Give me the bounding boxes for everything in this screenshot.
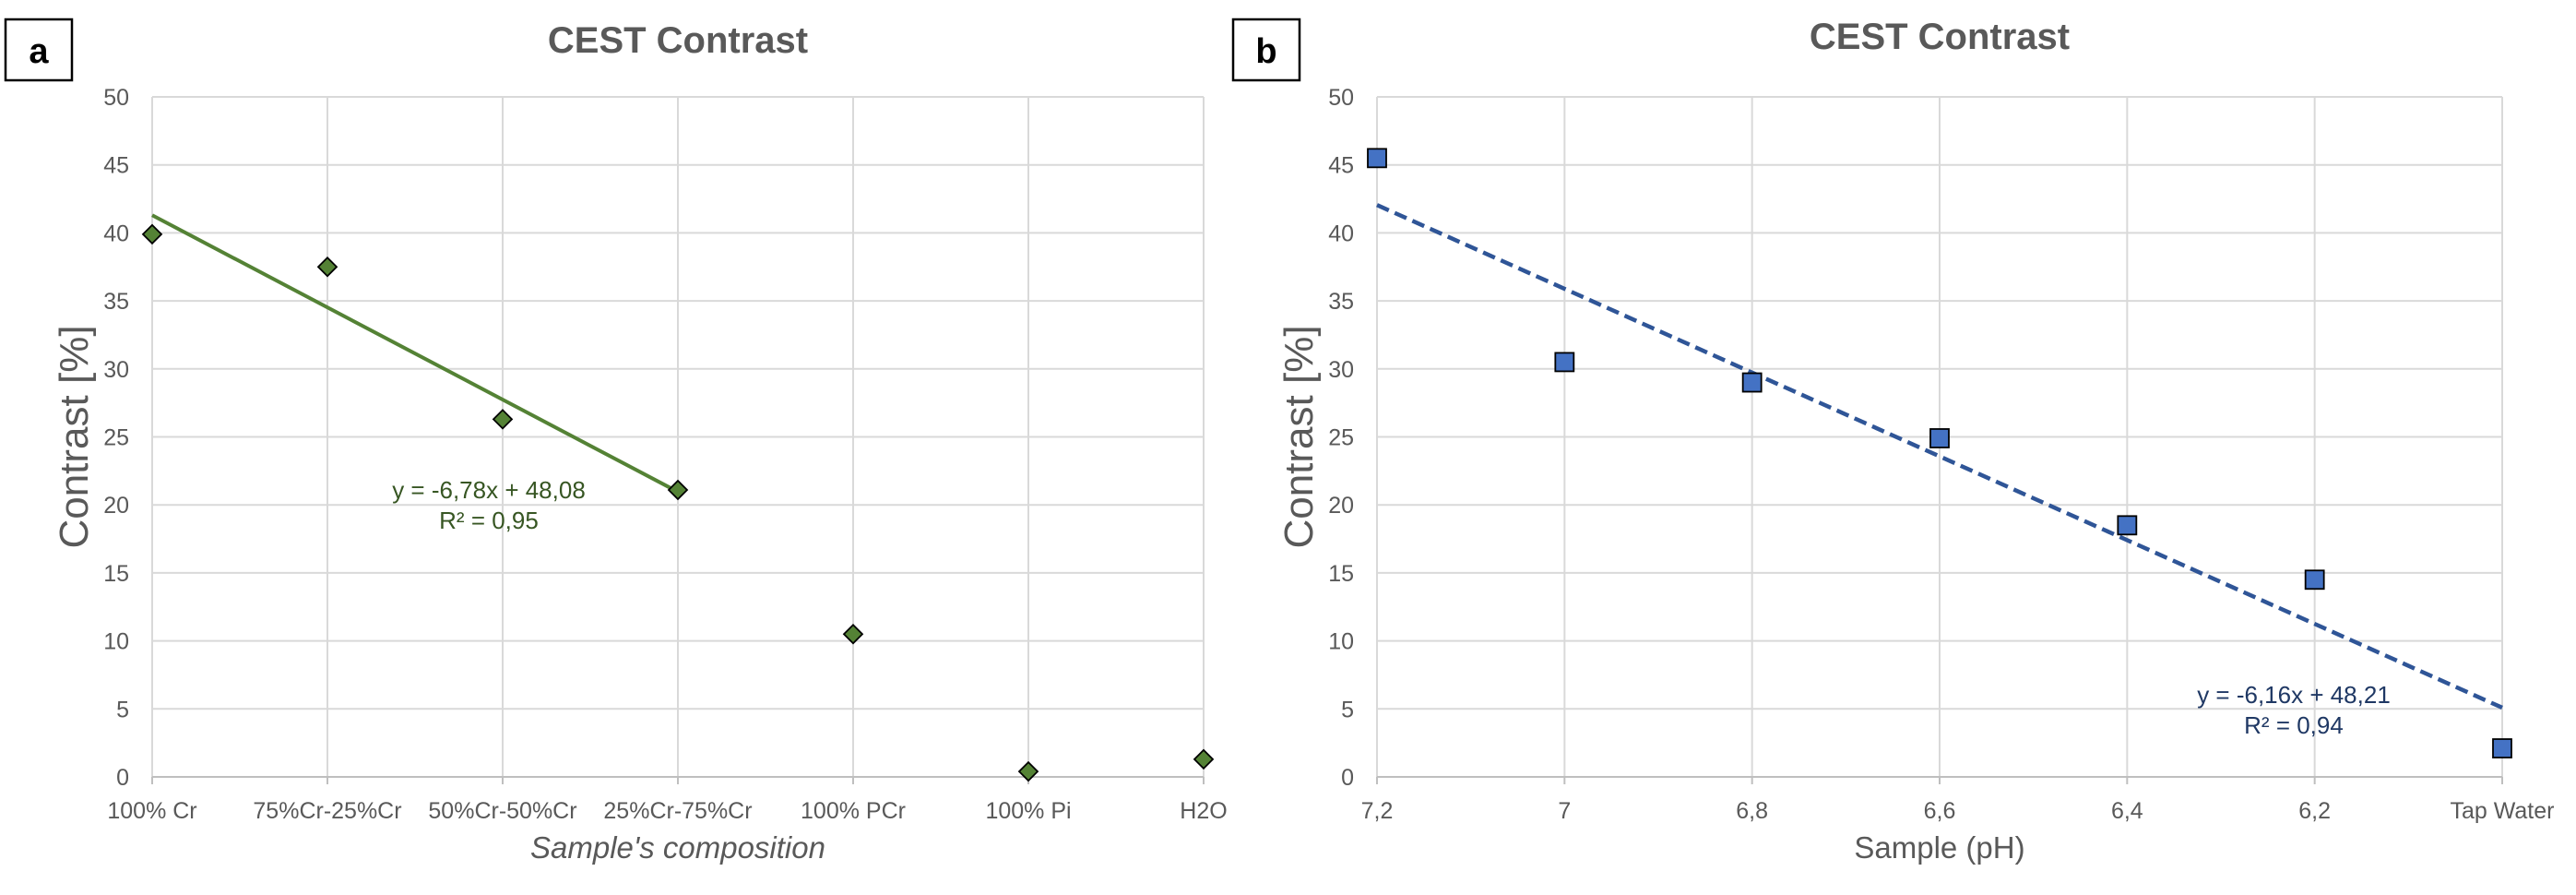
data-point (667, 479, 689, 501)
y-tick-label: 25 (103, 425, 129, 451)
y-tick-label: 10 (1328, 629, 1354, 655)
y-tick-label: 40 (1328, 221, 1354, 246)
chart-title: CEST Contrast (1810, 17, 2070, 57)
panel-label: a (29, 32, 49, 71)
trendline (1376, 203, 2503, 710)
x-tick-label: 6,2 (2298, 798, 2331, 824)
data-point (141, 223, 163, 245)
chart-title: CEST Contrast (548, 20, 808, 61)
x-tick-label: 6,6 (1924, 798, 1956, 824)
x-tick-label: 75%Cr-25%Cr (253, 798, 401, 824)
x-tick-label: H2O (1180, 798, 1227, 824)
y-axis-label: Contrast [%] (52, 325, 97, 548)
y-tick-label: 20 (1328, 493, 1354, 519)
y-tick-label: 45 (103, 153, 129, 179)
trendline-equation: y = -6,78x + 48,08 (392, 476, 586, 504)
x-tick-label: 7 (1558, 798, 1571, 824)
y-tick-label: 0 (116, 765, 129, 791)
trendline-r2: R² = 0,95 (439, 507, 539, 534)
data-point (1017, 760, 1039, 782)
data-point (2304, 569, 2325, 591)
y-tick-label: 35 (103, 289, 129, 315)
data-point (492, 409, 514, 430)
x-tick-label: 100% PCr (801, 798, 906, 824)
trendline-r2: R² = 0,94 (2244, 711, 2344, 739)
data-point (1193, 748, 1215, 770)
y-tick-label: 15 (1328, 561, 1354, 587)
x-tick-label: 100% Cr (107, 798, 196, 824)
y-tick-label: 50 (103, 85, 129, 111)
x-axis-label: Sample (pH) (1854, 830, 2024, 865)
chart-a: a CEST Contrast 0 5 10 15 20 25 30 35 40 45 50 100% C… (4, 18, 1228, 865)
data-point (1929, 428, 1950, 448)
y-tick-label: 45 (1328, 153, 1354, 179)
x-tick-label: Tap Water (2450, 798, 2554, 824)
panel-label-box (4, 18, 74, 82)
y-tick-label: 10 (103, 629, 129, 655)
panel-label: b (1255, 32, 1276, 71)
data-point (2117, 515, 2138, 536)
data-point (1741, 372, 1763, 393)
x-tick-label: 6,8 (1736, 798, 1768, 824)
y-tick-label: 35 (1328, 289, 1354, 315)
y-tick-label: 5 (1341, 697, 1354, 722)
data-point (316, 256, 338, 278)
trendline (151, 213, 679, 494)
y-tick-label: 20 (103, 493, 129, 519)
x-tick-label: 50%Cr-50%Cr (428, 798, 576, 824)
y-tick-label: 25 (1328, 425, 1354, 451)
y-tick-label: 5 (116, 697, 129, 722)
x-tick-label: 25%Cr-75%Cr (603, 798, 752, 824)
trendline-equation: y = -6,16x + 48,21 (2197, 681, 2391, 709)
y-tick-label: 15 (103, 561, 129, 587)
y-tick-label: 30 (103, 357, 129, 383)
data-point (1554, 352, 1575, 373)
x-tick-label: 6,4 (2111, 798, 2143, 824)
data-point (2492, 738, 2512, 758)
y-axis-label: Contrast [%] (1276, 325, 1322, 548)
x-axis-label: Sample's composition (530, 830, 825, 865)
y-tick-label: 50 (1328, 85, 1354, 111)
panel-label-box (1231, 18, 1301, 82)
y-tick-label: 40 (103, 221, 129, 246)
x-tick-label: 7,2 (1361, 798, 1394, 824)
y-tick-label: 30 (1328, 357, 1354, 383)
data-point (1367, 148, 1387, 169)
y-tick-label: 0 (1341, 765, 1354, 791)
x-tick-label: 100% Pi (985, 798, 1071, 824)
data-point (842, 623, 864, 645)
chart-b: b CEST Contrast 0 5 10 15 20 25 30 35 40 45 50 7,2 7 6,… (1231, 17, 2555, 865)
